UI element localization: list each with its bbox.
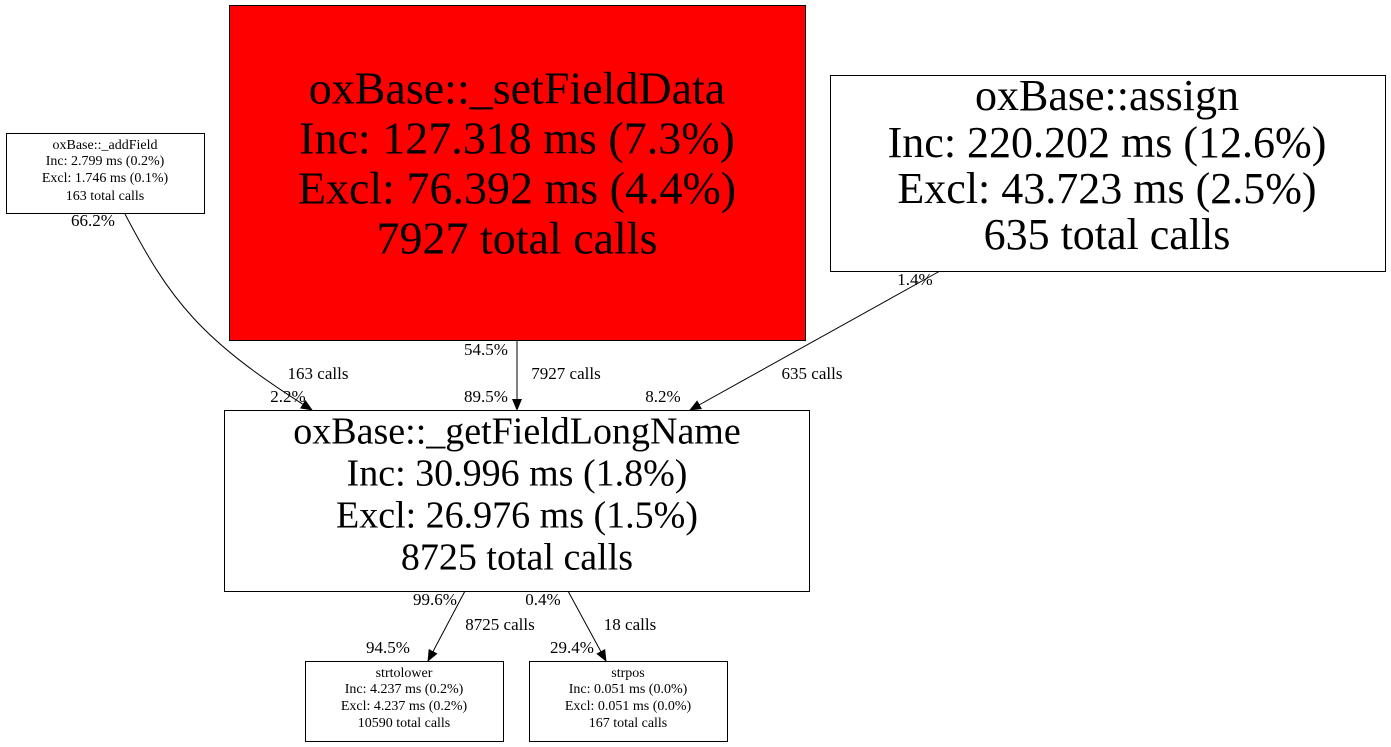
node-box: [830, 75, 1386, 272]
node-name: strtolower: [376, 666, 433, 681]
node-box: [305, 661, 504, 742]
edge-tail-label: 66.2%: [71, 211, 115, 230]
node-calls: 10590 total calls: [358, 716, 451, 731]
edge: [567, 590, 607, 662]
edge-tail-label: 99.6%: [413, 590, 457, 609]
node-excl: Excl: 4.237 ms (0.2%): [341, 699, 468, 714]
edge-tail-label: 54.5%: [464, 340, 508, 359]
edge-tail-label: 1.4%: [897, 270, 932, 289]
node-calls: 8725 total calls: [401, 537, 633, 579]
node-inc: Inc: 4.237 ms (0.2%): [345, 682, 464, 697]
node-excl: Excl: 43.723 ms (2.5%): [897, 164, 1316, 213]
node-name: oxBase::_addField: [53, 138, 158, 153]
node-name: strpos: [611, 666, 644, 681]
node-inc: Inc: 0.051 ms (0.0%): [569, 682, 688, 697]
edge-label: 635 calls: [782, 364, 843, 383]
node-box: [529, 661, 728, 742]
node-calls: 163 total calls: [66, 189, 145, 204]
edge-head-label: 29.4%: [550, 638, 594, 657]
edge-head-label: 94.5%: [366, 638, 410, 657]
node-name: oxBase::_setFieldData: [309, 63, 725, 114]
node-name: oxBase::_getFieldLongName: [293, 411, 740, 453]
node-inc: Inc: 30.996 ms (1.8%): [347, 453, 688, 495]
node-inc: Inc: 2.799 ms (0.2%): [46, 154, 165, 169]
node-excl: Excl: 76.392 ms (4.4%): [298, 163, 736, 214]
node-calls: 167 total calls: [589, 716, 668, 731]
node-box: [229, 5, 806, 341]
node-inc: Inc: 127.318 ms (7.3%): [299, 113, 735, 164]
edge: [427, 590, 466, 662]
node-calls: 635 total calls: [984, 210, 1231, 259]
node-excl: Excl: 1.746 ms (0.1%): [42, 171, 169, 186]
edge-label: 8725 calls: [465, 615, 534, 634]
edge-label: 18 calls: [604, 615, 656, 634]
edge-label: 163 calls: [288, 364, 349, 383]
node-inc: Inc: 220.202 ms (12.6%): [888, 118, 1327, 167]
edge-head-label: 89.5%: [464, 387, 508, 406]
edge-label: 7927 calls: [531, 364, 600, 383]
edge-head-label: 8.2%: [645, 387, 680, 406]
edge-head-label: 2.2%: [270, 387, 305, 406]
edge: [124, 213, 313, 411]
node-box: [6, 133, 205, 214]
node-calls: 7927 total calls: [376, 213, 657, 264]
node-box: [224, 410, 810, 592]
edge: [689, 270, 941, 411]
node-excl: Excl: 26.976 ms (1.5%): [336, 495, 698, 537]
edge-tail-label: 0.4%: [525, 590, 560, 609]
node-name: oxBase::assign: [975, 71, 1239, 120]
node-excl: Excl: 0.051 ms (0.0%): [565, 699, 692, 714]
